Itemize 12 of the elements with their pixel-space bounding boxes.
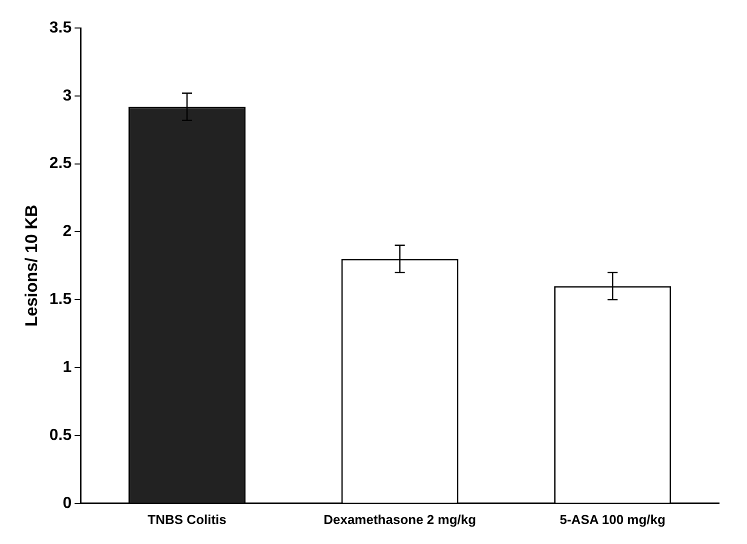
y-tick-label: 2 (62, 223, 72, 240)
y-tick-label: 0 (62, 494, 72, 512)
y-tick-label: 3 (62, 87, 72, 104)
x-tick-label: Dexamethasone 2 mg/kg (324, 512, 476, 527)
y-tick-label: 0.5 (49, 426, 72, 444)
y-axis-title: Lesions/ 10 KB (22, 204, 41, 327)
y-tick-label: 3.5 (49, 19, 72, 36)
y-tick-label: 1 (62, 358, 72, 376)
x-tick-label: 5-ASA 100 mg/kg (560, 512, 666, 527)
y-tick-label: 1.5 (49, 291, 72, 308)
y-tick-label: 2.5 (49, 155, 72, 172)
x-tick-label: TNBS Colitis (148, 512, 226, 527)
